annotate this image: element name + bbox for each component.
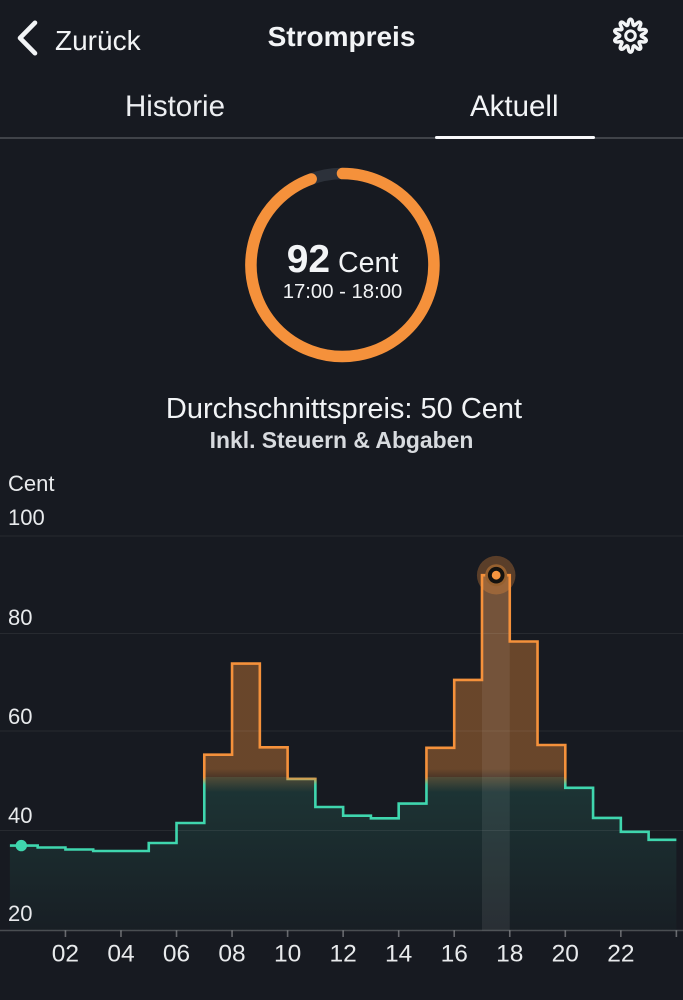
svg-text:14: 14 (385, 941, 412, 968)
svg-text:04: 04 (107, 941, 134, 968)
svg-text:20: 20 (8, 901, 32, 926)
svg-text:22: 22 (607, 941, 634, 968)
svg-text:18: 18 (496, 941, 523, 968)
svg-text:20: 20 (552, 941, 579, 968)
svg-text:06: 06 (163, 941, 190, 968)
svg-text:16: 16 (441, 941, 468, 968)
svg-text:08: 08 (218, 941, 245, 968)
svg-text:60: 60 (8, 704, 32, 729)
svg-text:100: 100 (8, 505, 45, 530)
svg-text:Cent: Cent (8, 471, 54, 496)
svg-text:10: 10 (274, 941, 301, 968)
svg-text:80: 80 (8, 605, 32, 630)
svg-text:02: 02 (52, 941, 79, 968)
svg-text:40: 40 (8, 803, 32, 828)
svg-text:12: 12 (330, 941, 357, 968)
